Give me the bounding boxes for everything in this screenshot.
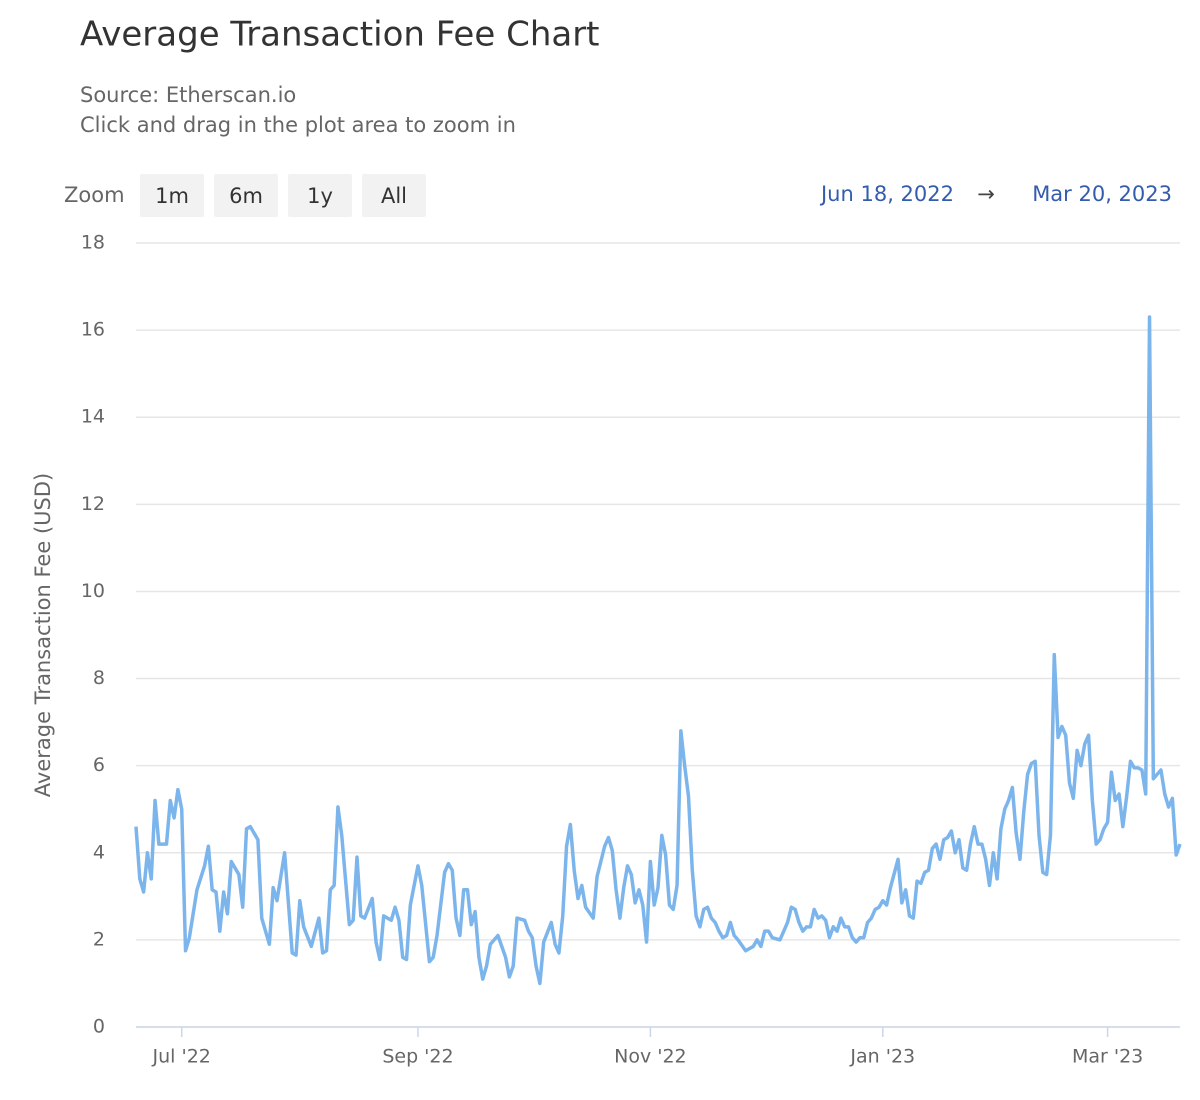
y-axis-title: Average Transaction Fee (USD) [31,473,55,797]
y-tick-label: 4 [93,841,105,863]
zoom-button[interactable] [214,174,278,217]
range-end[interactable]: Mar 20, 2023 [1032,182,1172,206]
zoom-button-label[interactable]: All [381,184,407,208]
zoom-button-label[interactable]: 1m [155,184,189,208]
x-tick-label: Jul '22 [152,1046,211,1068]
y-tick-label: 14 [81,406,105,428]
x-tick-label: Mar '23 [1072,1046,1143,1068]
y-tick-label: 16 [81,319,105,341]
y-tick-label: 12 [81,493,105,515]
y-tick-label: 0 [93,1016,105,1038]
x-tick-label: Nov '22 [614,1046,687,1068]
y-tick-label: 10 [81,580,105,602]
x-tick-label: Jan '23 [849,1046,915,1068]
y-tick-label: 18 [81,232,105,254]
chart-subtitle: Click and drag in the plot area to zoom … [80,113,516,137]
zoom-button-label[interactable]: 1y [307,184,333,208]
y-tick-label: 6 [93,754,105,776]
chart-title: Average Transaction Fee Chart [80,15,600,55]
data-line [134,315,1182,986]
zoom-button[interactable] [140,174,204,217]
chart-subtitle: Source: Etherscan.io [80,83,296,107]
zoom-button-label[interactable]: 6m [229,184,263,208]
zoom-label: Zoom [64,183,125,207]
zoom-button[interactable] [288,174,352,217]
y-tick-label: 2 [93,928,105,950]
range-separator: → [977,182,995,206]
y-tick-label: 8 [93,667,105,689]
x-tick-label: Sep '22 [382,1046,453,1068]
range-start[interactable]: Jun 18, 2022 [819,182,954,206]
zoom-button[interactable] [362,174,426,217]
